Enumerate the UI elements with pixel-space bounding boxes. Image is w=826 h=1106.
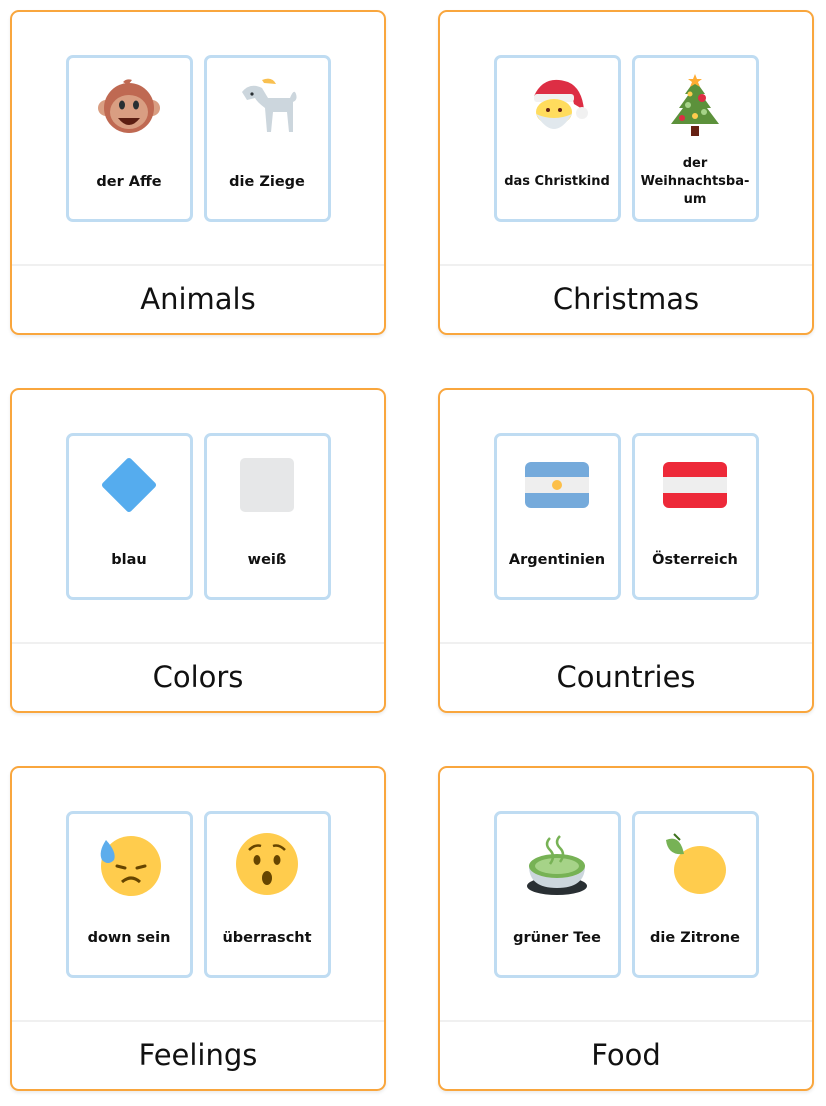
word-label: das Christkind bbox=[504, 174, 610, 189]
preview-tiles: down sein überrascht bbox=[12, 811, 384, 978]
word-tile: das Christkind bbox=[493, 55, 621, 222]
sweat-face-icon bbox=[94, 828, 164, 898]
word-label: Argentinien bbox=[508, 552, 606, 568]
divider bbox=[440, 642, 812, 644]
word-tile: Argentinien bbox=[493, 433, 621, 600]
category-title: Feelings bbox=[138, 1038, 258, 1072]
category-card-food[interactable]: grüner Tee die Zitrone Food bbox=[438, 766, 814, 1091]
preview-tiles: der Affe die Ziege bbox=[12, 55, 384, 222]
blue-diamond-icon bbox=[94, 450, 164, 520]
word-label: die Ziege bbox=[229, 174, 305, 190]
word-tile: überrascht bbox=[203, 811, 331, 978]
divider bbox=[440, 264, 812, 266]
divider bbox=[12, 642, 384, 644]
divider bbox=[440, 1020, 812, 1022]
category-card-colors[interactable]: blau weiß Colors bbox=[10, 388, 386, 713]
word-tile: Österreich bbox=[631, 433, 759, 600]
preview-tiles: das Christkind der Weihnachtsba-um bbox=[440, 55, 812, 222]
category-title: Animals bbox=[140, 282, 256, 316]
category-card-countries[interactable]: Argentinien Österreich Countries bbox=[438, 388, 814, 713]
christmas-tree-icon bbox=[660, 72, 730, 142]
word-tile: weiß bbox=[203, 433, 331, 600]
santa-icon bbox=[522, 72, 592, 142]
argentina-flag-icon bbox=[522, 450, 592, 520]
monkey-face-icon bbox=[94, 72, 164, 142]
word-label: überrascht bbox=[222, 930, 312, 946]
preview-tiles: grüner Tee die Zitrone bbox=[440, 811, 812, 978]
white-square-icon bbox=[232, 450, 302, 520]
word-tile: blau bbox=[65, 433, 193, 600]
hushed-face-icon bbox=[232, 828, 302, 898]
word-tile: down sein bbox=[65, 811, 193, 978]
word-label: blau bbox=[111, 552, 147, 568]
word-tile: der Affe bbox=[65, 55, 193, 222]
goat-icon bbox=[232, 72, 302, 142]
word-tile: der Weihnachtsba-um bbox=[631, 55, 759, 222]
word-label: die Zitrone bbox=[650, 930, 740, 946]
category-card-animals[interactable]: der Affe die Ziege Animals bbox=[10, 10, 386, 335]
category-title: Colors bbox=[152, 660, 244, 694]
category-title: Food bbox=[591, 1038, 661, 1072]
divider bbox=[12, 1020, 384, 1022]
word-tile: die Ziege bbox=[203, 55, 331, 222]
preview-tiles: Argentinien Österreich bbox=[440, 433, 812, 600]
word-label: down sein bbox=[87, 930, 171, 946]
green-tea-icon bbox=[522, 828, 592, 898]
word-label: der Affe bbox=[96, 174, 162, 190]
word-label: grüner Tee bbox=[513, 930, 601, 946]
category-title: Countries bbox=[556, 660, 696, 694]
divider bbox=[12, 264, 384, 266]
category-card-christmas[interactable]: das Christkind der Weihnachtsba-um Christ… bbox=[438, 10, 814, 335]
austria-flag-icon bbox=[660, 450, 730, 520]
preview-tiles: blau weiß bbox=[12, 433, 384, 600]
word-tile: grüner Tee bbox=[493, 811, 621, 978]
word-label: Österreich bbox=[652, 552, 738, 568]
word-tile: die Zitrone bbox=[631, 811, 759, 978]
lemon-icon bbox=[660, 828, 730, 898]
word-label: weiß bbox=[247, 552, 287, 568]
category-title: Christmas bbox=[552, 282, 700, 316]
category-card-feelings[interactable]: down sein überrascht Feelings bbox=[10, 766, 386, 1091]
word-label: der Weihnachtsba-um bbox=[640, 156, 750, 207]
